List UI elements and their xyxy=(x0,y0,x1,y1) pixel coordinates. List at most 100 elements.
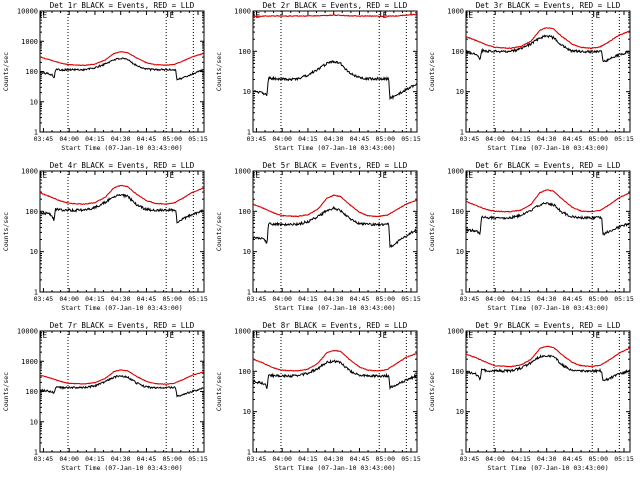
eclipse-flag-label: E xyxy=(256,171,261,180)
y-tick-label: 100 xyxy=(25,208,38,216)
eclipse-flag-label: E xyxy=(596,331,601,340)
x-tick-label: 04:30 xyxy=(324,135,344,143)
plot-panel-det-7r: 1 10 100 1000 10000 03:45 04:00 04:15 04:30 04:45… xyxy=(0,320,213,480)
eclipse-flag-label: E xyxy=(256,331,261,340)
events-curve xyxy=(465,354,630,382)
x-tick-label: 03:45 xyxy=(460,135,480,143)
y-tick-label: 10000 xyxy=(17,328,38,336)
x-tick-label: 04:30 xyxy=(537,135,557,143)
plot-title: Det 2r BLACK = Events, RED = LLD xyxy=(263,1,408,10)
y-tick-label: 10000 xyxy=(17,8,38,16)
y-tick-label: 10 xyxy=(30,98,38,106)
y-tick-label: 1 xyxy=(34,449,38,457)
eclipse-flag-label: E xyxy=(43,171,48,180)
x-tick-label: 04:45 xyxy=(137,295,157,303)
x-tick-label: 05:15 xyxy=(188,135,208,143)
events-curve xyxy=(39,57,204,81)
y-axis-label: Counts/sec xyxy=(2,52,10,91)
x-tick-label: 03:45 xyxy=(460,455,480,463)
plot-panel-det-3r: 1 10 100 1000 03:45 04:00 04:15 04:30 04:45 05:00… xyxy=(426,0,639,165)
y-tick-label: 100 xyxy=(451,368,464,376)
plot-svg-det-8r: 1 10 100 1000 03:45 04:00 04:15 04:30 04:45 05:00… xyxy=(215,321,421,472)
x-tick-label: 04:15 xyxy=(85,455,105,463)
x-axis-label: Start Time (07-Jan-10 03:43:00) xyxy=(487,464,608,472)
y-tick-label: 100 xyxy=(238,208,251,216)
axes-frame xyxy=(252,10,418,133)
plot-svg-det-3r: 1 10 100 1000 03:45 04:00 04:15 04:30 04:45 05:00… xyxy=(428,1,634,152)
y-tick-label: 100 xyxy=(25,388,38,396)
x-tick-label: 04:15 xyxy=(298,295,318,303)
y-tick-label: 1000 xyxy=(21,358,38,366)
x-tick-label: 05:00 xyxy=(588,455,608,463)
x-tick-label: 04:00 xyxy=(272,295,292,303)
events-curve xyxy=(465,202,630,236)
y-tick-label: 1000 xyxy=(234,168,251,176)
x-tick-label: 04:00 xyxy=(59,455,79,463)
x-tick-label: 04:15 xyxy=(511,295,531,303)
x-tick-label: 04:15 xyxy=(85,135,105,143)
y-tick-label: 100 xyxy=(451,48,464,56)
events-curve xyxy=(252,359,417,391)
x-tick-label: 04:45 xyxy=(137,455,157,463)
x-tick-label: 04:30 xyxy=(111,295,131,303)
plot-svg-det-5r: 1 10 100 1000 03:45 04:00 04:15 04:30 04:45 05:00… xyxy=(215,161,421,312)
y-axis-label: Counts/sec xyxy=(428,52,436,91)
eclipse-flag-label: E xyxy=(383,171,388,180)
lld-curve xyxy=(39,369,204,385)
y-tick-label: 1000 xyxy=(447,168,464,176)
axes-frame xyxy=(252,330,418,453)
y-tick-label: 1 xyxy=(247,289,251,297)
x-tick-label: 04:30 xyxy=(111,455,131,463)
eclipse-flag-label: E xyxy=(170,11,175,20)
x-tick-label: 04:00 xyxy=(485,295,505,303)
x-tick-label: 05:00 xyxy=(162,295,182,303)
x-tick-label: 05:15 xyxy=(614,295,634,303)
plot-title: Det 6r BLACK = Events, RED = LLD xyxy=(476,161,621,170)
axes-frame xyxy=(465,330,631,453)
y-tick-label: 100 xyxy=(25,68,38,76)
x-tick-label: 04:00 xyxy=(485,455,505,463)
y-tick-label: 10 xyxy=(30,418,38,426)
plot-title: Det 4r BLACK = Events, RED = LLD xyxy=(50,161,195,170)
y-tick-label: 100 xyxy=(238,368,251,376)
y-tick-label: 1 xyxy=(460,289,464,297)
plot-panel-det-4r: 1 10 100 1000 03:45 04:00 04:15 04:30 04:45 05:00… xyxy=(0,160,213,325)
y-tick-label: 10 xyxy=(456,408,464,416)
y-axis-label: Counts/sec xyxy=(215,372,223,411)
events-curve xyxy=(39,193,204,224)
x-axis-label: Start Time (07-Jan-10 03:43:00) xyxy=(274,464,395,472)
x-tick-label: 03:45 xyxy=(247,455,267,463)
eclipse-flag-label: E xyxy=(43,331,48,340)
plot-svg-det-7r: 1 10 100 1000 10000 03:45 04:00 04:15 04:30 04:45… xyxy=(2,321,208,472)
x-tick-label: 04:15 xyxy=(511,135,531,143)
x-tick-label: 04:30 xyxy=(324,295,344,303)
x-tick-label: 04:45 xyxy=(350,455,370,463)
x-tick-label: 03:45 xyxy=(34,295,54,303)
x-tick-label: 04:30 xyxy=(537,455,557,463)
axes-frame xyxy=(465,170,631,293)
eclipse-flag-label: E xyxy=(43,11,48,20)
y-tick-label: 1000 xyxy=(21,168,38,176)
x-axis-label: Start Time (07-Jan-10 03:43:00) xyxy=(61,144,182,152)
x-axis-label: Start Time (07-Jan-10 03:43:00) xyxy=(61,304,182,312)
y-tick-label: 1 xyxy=(34,129,38,137)
y-tick-label: 10 xyxy=(456,248,464,256)
axes-frame xyxy=(39,170,205,293)
plot-title: Det 8r BLACK = Events, RED = LLD xyxy=(263,321,408,330)
plot-svg-det-6r: 1 10 100 1000 03:45 04:00 04:15 04:30 04:45 05:00… xyxy=(428,161,634,312)
eclipse-flag-label: E xyxy=(170,171,175,180)
events-curve xyxy=(252,205,417,249)
y-axis-label: Counts/sec xyxy=(428,212,436,251)
y-axis-label: Counts/sec xyxy=(428,372,436,411)
x-tick-label: 03:45 xyxy=(460,295,480,303)
x-axis-label: Start Time (07-Jan-10 03:43:00) xyxy=(274,144,395,152)
y-tick-label: 10 xyxy=(243,248,251,256)
x-tick-label: 04:15 xyxy=(298,455,318,463)
x-axis-label: Start Time (07-Jan-10 03:43:00) xyxy=(274,304,395,312)
eclipse-flag-label: E xyxy=(170,331,175,340)
y-tick-label: 10 xyxy=(30,248,38,256)
x-tick-label: 04:45 xyxy=(563,295,583,303)
eclipse-flag-label: E xyxy=(383,331,388,340)
x-tick-label: 05:00 xyxy=(375,455,395,463)
